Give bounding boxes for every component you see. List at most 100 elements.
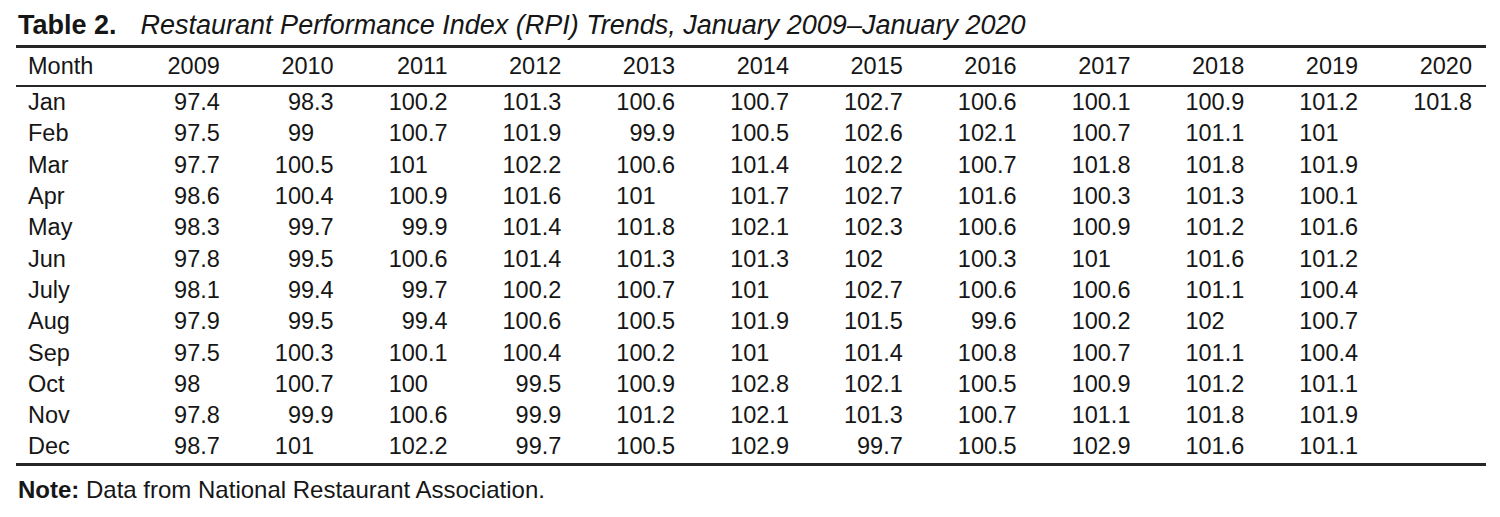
table-row: Feb97.599.0100.7101.999.9100.5102.6102.1… — [16, 118, 1486, 149]
col-header-2018: 2018 — [1144, 47, 1258, 87]
value-cell: 101.0 — [348, 150, 462, 181]
value-cell: 101.0 — [575, 181, 689, 212]
value-cell — [1372, 181, 1486, 212]
value-cell: 99.7 — [803, 431, 917, 464]
value-text: 101 — [1299, 120, 1338, 146]
value-cell: 100.1 — [1031, 86, 1145, 118]
value-cell: 101.2 — [1144, 369, 1258, 400]
value-cell: 97.8 — [120, 243, 234, 274]
value-cell: 101.2 — [1144, 212, 1258, 243]
value-cell: 101.8 — [1144, 150, 1258, 181]
value-cell: 100.9 — [1144, 86, 1258, 118]
value-cell: 99.5 — [461, 369, 575, 400]
value-cell: 100.4 — [234, 181, 348, 212]
value-cell: 100.5 — [575, 431, 689, 464]
value-text: 102 — [1185, 308, 1224, 334]
value-text: 101 — [389, 152, 428, 178]
month-cell: Dec — [16, 431, 120, 464]
table-body: Jan97.498.3100.2101.3100.6100.7102.7100.… — [16, 86, 1486, 464]
value-cell: 101.1 — [1144, 337, 1258, 368]
value-cell: 100.6 — [461, 306, 575, 337]
table-figure: Table 2. Restaurant Performance Index (R… — [0, 0, 1500, 505]
value-cell: 102.2 — [803, 150, 917, 181]
value-cell: 98.0 — [120, 369, 234, 400]
table-header: Month20092010201120122013201420152016201… — [16, 47, 1486, 87]
value-cell: 102.7 — [803, 275, 917, 306]
value-cell: 99.9 — [234, 400, 348, 431]
value-cell: 102.1 — [689, 212, 803, 243]
value-cell: 98.3 — [120, 212, 234, 243]
value-cell: 100.7 — [1031, 337, 1145, 368]
value-cell: 101.4 — [461, 243, 575, 274]
value-cell: 100.4 — [1258, 275, 1372, 306]
value-cell: 100.2 — [348, 86, 462, 118]
value-cell: 101.0 — [234, 431, 348, 464]
value-cell — [1372, 150, 1486, 181]
table-row: Dec98.7101.0102.299.7100.5102.999.7100.5… — [16, 431, 1486, 464]
note-text: Data from National Restaurant Associatio… — [79, 476, 545, 503]
value-text: 100 — [389, 371, 428, 397]
value-cell: 101.6 — [1258, 212, 1372, 243]
value-cell: 101.5 — [803, 306, 917, 337]
value-cell: 101.1 — [1258, 369, 1372, 400]
table-row: Apr98.6100.4100.9101.6101.0101.7102.7101… — [16, 181, 1486, 212]
value-cell: 101.3 — [575, 243, 689, 274]
value-cell: 99.9 — [348, 212, 462, 243]
value-cell: 97.8 — [120, 400, 234, 431]
value-cell: 100.9 — [575, 369, 689, 400]
col-header-2019: 2019 — [1258, 47, 1372, 87]
value-cell: 100.7 — [234, 369, 348, 400]
value-cell: 99.7 — [234, 212, 348, 243]
table-caption: Table 2. Restaurant Performance Index (R… — [16, 6, 1486, 45]
value-cell: 99.5 — [234, 306, 348, 337]
value-cell — [1372, 212, 1486, 243]
value-cell — [1372, 369, 1486, 400]
col-header-2020: 2020 — [1372, 47, 1486, 87]
month-cell: Nov — [16, 400, 120, 431]
value-cell: 100.6 — [348, 243, 462, 274]
value-cell: 100.1 — [348, 337, 462, 368]
value-cell: 100.4 — [1258, 337, 1372, 368]
value-cell: 100.1 — [1258, 181, 1372, 212]
month-cell: Jan — [16, 86, 120, 118]
value-cell: 101.0 — [689, 337, 803, 368]
value-cell: 100.6 — [575, 86, 689, 118]
col-header-2013: 2013 — [575, 47, 689, 87]
value-cell: 100.5 — [234, 150, 348, 181]
value-cell: 100.9 — [348, 181, 462, 212]
value-cell: 100.2 — [575, 337, 689, 368]
value-text: 102 — [844, 246, 883, 272]
month-cell: Feb — [16, 118, 120, 149]
month-cell: Sep — [16, 337, 120, 368]
table-row: Jan97.498.3100.2101.3100.6100.7102.7100.… — [16, 86, 1486, 118]
value-cell: 101.7 — [689, 181, 803, 212]
col-header-2011: 2011 — [348, 47, 462, 87]
value-cell: 99.6 — [917, 306, 1031, 337]
value-cell: 101.4 — [803, 337, 917, 368]
value-cell: 102.9 — [1031, 431, 1145, 464]
value-cell — [1372, 337, 1486, 368]
value-cell: 101.1 — [1144, 118, 1258, 149]
col-header-2009: 2009 — [120, 47, 234, 87]
month-cell: Jun — [16, 243, 120, 274]
value-cell: 101.8 — [575, 212, 689, 243]
value-cell: 99.7 — [461, 431, 575, 464]
value-cell: 101.9 — [461, 118, 575, 149]
table-row: May98.399.799.9101.4101.8102.1102.3100.6… — [16, 212, 1486, 243]
value-cell: 101.6 — [1144, 243, 1258, 274]
month-cell: May — [16, 212, 120, 243]
value-cell: 102.7 — [803, 181, 917, 212]
month-cell: July — [16, 275, 120, 306]
table-row: Sep97.5100.3100.1100.4100.2101.0101.4100… — [16, 337, 1486, 368]
value-text: 101 — [1072, 246, 1111, 272]
header-row: Month20092010201120122013201420152016201… — [16, 47, 1486, 87]
value-cell: 100.2 — [1031, 306, 1145, 337]
value-cell: 101.9 — [1258, 150, 1372, 181]
value-cell: 102.2 — [348, 431, 462, 464]
month-cell: Apr — [16, 181, 120, 212]
value-cell: 101.4 — [461, 212, 575, 243]
value-cell — [1372, 431, 1486, 464]
value-cell: 100.6 — [917, 86, 1031, 118]
table-note: Note: Data from National Restaurant Asso… — [16, 475, 1486, 505]
value-cell: 101.6 — [917, 181, 1031, 212]
